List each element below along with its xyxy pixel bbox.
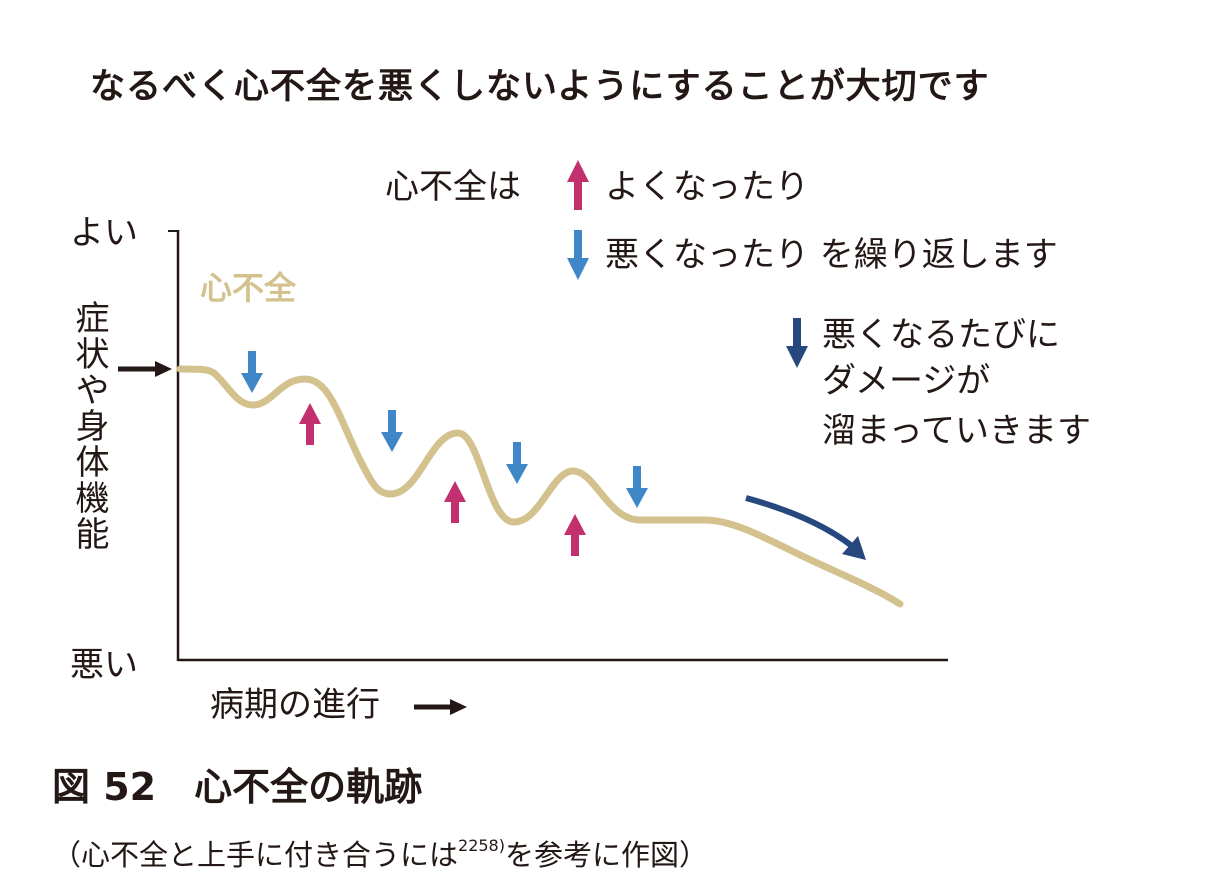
curve-label: 心不全 [200,269,297,307]
citation: （心不全と上手に付き合うには2258)を参考に作図） [52,838,708,870]
damage-text-3: 溜まっていきます [822,411,1091,451]
legend-prefix: 心不全は [385,167,521,207]
citation-ref: 2258) [458,836,505,855]
y-pointer-arrow-icon [118,361,172,377]
up-arrow-icon [444,481,466,523]
legend-down-arrow-icon [567,230,589,280]
down-arrow-icon [381,410,403,452]
legend-up-arrow-icon [567,160,589,210]
y-axis-title: 症状や身体機能 [69,300,109,552]
x-axis-title: 病期の進行 [210,685,380,725]
y-axis-bottom-label: 悪い [70,645,138,685]
up-arrows [299,403,586,556]
down-arrow-icon [626,466,648,508]
figure-caption: 図 52 心不全の軌跡 [52,765,423,809]
citation-after: を参考に作図） [504,838,708,872]
legend-down-text: 悪くなったり を繰り返します [605,235,1058,275]
legend-up-text: よくなったり [605,167,809,207]
damage-down-arrow-icon [786,318,808,368]
down-arrow-icon [241,351,263,393]
down-arrows [241,351,648,508]
citation-before: （心不全と上手に付き合うには [52,838,459,872]
up-arrow-icon [299,403,321,445]
damage-text-2: ダメージが [822,361,991,401]
headline: なるべく心不全を悪くしないようにすることが大切です [90,67,990,107]
up-arrow-icon [564,514,586,556]
x-progress-arrow-icon [414,699,467,715]
down-arrow-icon [506,442,528,484]
damage-text-1: 悪くなるたびに [822,315,1060,355]
heart-failure-curve [176,365,904,608]
y-axis-top-label: よい [70,213,138,253]
decline-curved-arrow-icon [745,495,866,560]
